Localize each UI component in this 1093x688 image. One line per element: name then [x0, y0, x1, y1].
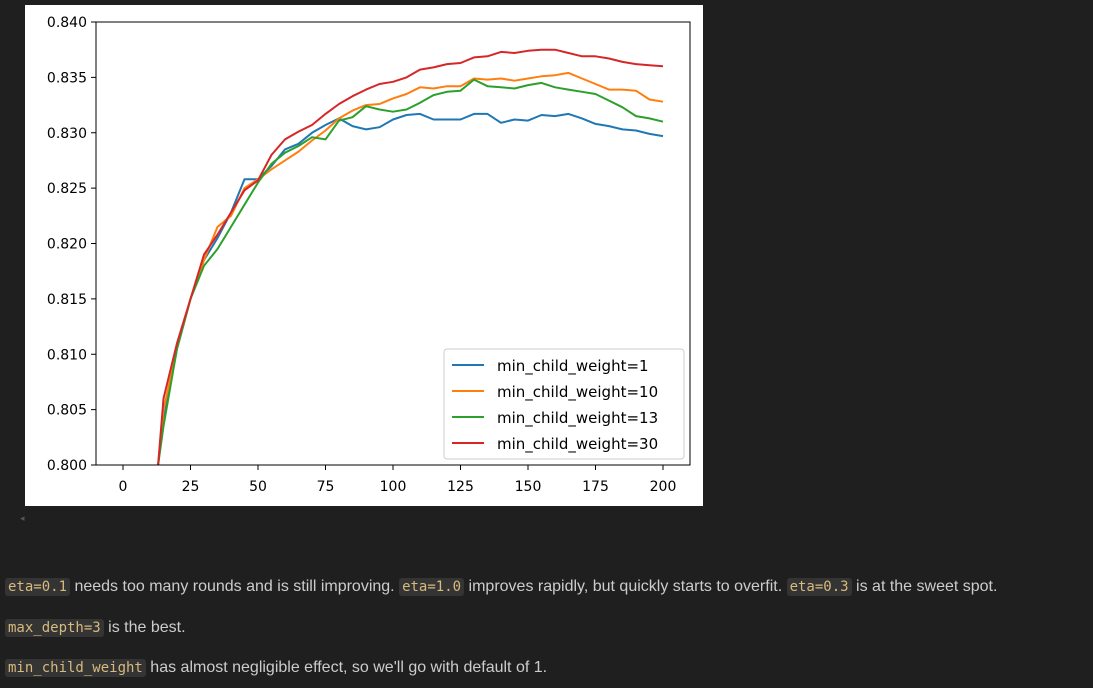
markdown-line-max-depth: max_depth=3 is the best. [5, 619, 186, 637]
text-span: has almost negligible effect, so we'll g… [145, 659, 548, 676]
inline-code: eta=0.1 [5, 578, 71, 596]
x-tick-label: 200 [650, 479, 677, 495]
y-tick-label: 0.825 [47, 181, 87, 197]
legend-label: min_child_weight=10 [497, 383, 658, 402]
inline-code: eta=1.0 [399, 578, 465, 596]
text-span: improves rapidly, but quickly starts to … [464, 578, 787, 595]
y-tick-label: 0.840 [47, 15, 87, 31]
text-span: needs too many rounds and is still impro… [70, 578, 400, 595]
x-tick-label: 25 [182, 479, 200, 495]
y-tick-label: 0.805 [47, 403, 87, 419]
text-span: is at the sweet spot. [851, 578, 998, 595]
x-tick-label: 0 [119, 479, 128, 495]
x-tick-label: 125 [447, 479, 474, 495]
series-line-4 [157, 48, 664, 465]
x-tick-label: 75 [317, 479, 335, 495]
x-tick-label: 50 [249, 479, 267, 495]
legend-box [443, 348, 685, 460]
x-tick-label: 150 [515, 479, 542, 495]
y-tick-label: 0.815 [47, 292, 87, 308]
legend-label: min_child_weight=30 [497, 435, 658, 454]
legend-label: min_child_weight=1 [497, 357, 649, 376]
series-line-3 [157, 78, 664, 465]
y-tick-label: 0.800 [47, 458, 87, 474]
text-span: is the best. [103, 619, 186, 636]
x-tick-label: 100 [380, 479, 407, 495]
inline-code: eta=0.3 [786, 578, 852, 596]
legend-label: min_child_weight=13 [497, 409, 658, 428]
y-tick-label: 0.820 [47, 237, 87, 253]
y-tick-label: 0.810 [47, 347, 87, 363]
y-tick-label: 0.830 [47, 126, 87, 142]
series-line-1 [157, 112, 664, 465]
markdown-line-min-child-weight: min_child_weight has almost negligible e… [5, 659, 547, 677]
y-tick-label: 0.835 [47, 70, 87, 86]
x-tick-label: 175 [582, 479, 609, 495]
markdown-line-eta: eta=0.1 needs too many rounds and is sti… [5, 578, 997, 596]
chart-output: 0.800 0.805 0.810 0.815 0.820 0.825 0.830 0.835… [25, 5, 703, 506]
inline-code: min_child_weight [5, 659, 146, 677]
line-chart: 0.800 0.805 0.810 0.815 0.820 0.825 0.830 0.835… [47, 15, 691, 495]
inline-code: max_depth=3 [5, 619, 104, 637]
scroll-left-arrow-icon[interactable]: ◂ [20, 513, 25, 523]
